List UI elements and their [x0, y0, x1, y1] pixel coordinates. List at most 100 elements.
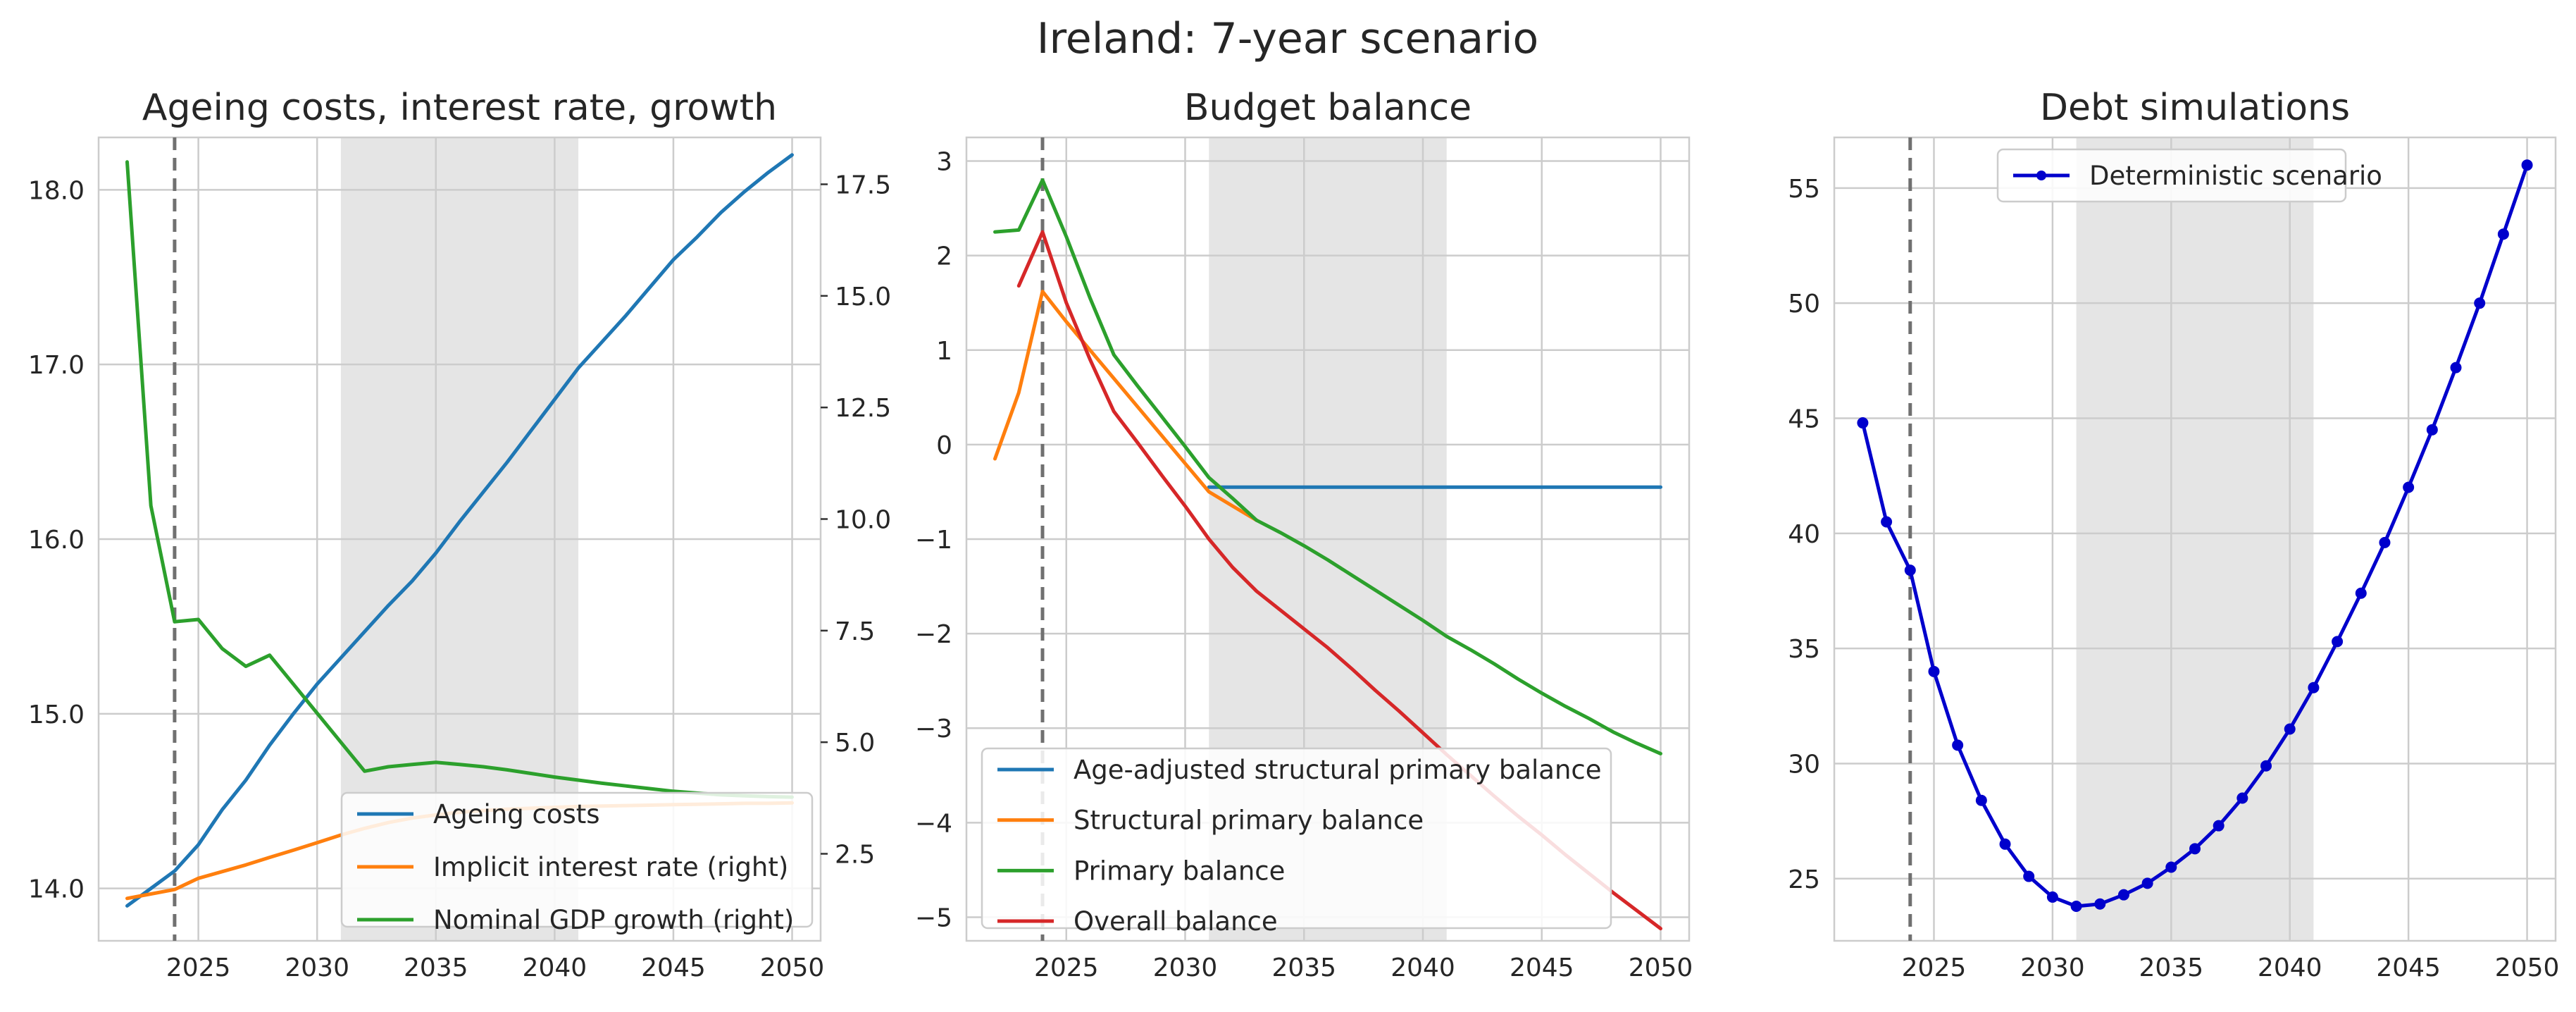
x-tick-label: 2045 — [2376, 954, 2441, 982]
y-tick-label: −2 — [915, 620, 952, 649]
x-tick-label: 2040 — [2258, 954, 2322, 982]
data-point — [2094, 898, 2106, 910]
y-tick-label: −3 — [915, 715, 952, 743]
legend-box — [981, 747, 1612, 930]
data-point — [2450, 362, 2462, 374]
ageing-costs-panel: 2025 2030 2035 2040 2045 2050 14.0 15.0 16.0 17.0… — [28, 87, 891, 982]
x-tick-label: 2050 — [1629, 954, 1693, 982]
x-tick-label: 2030 — [1153, 954, 1218, 982]
legend-label: Implicit interest rate (right) — [433, 852, 788, 882]
series-line-ageing-costs — [125, 153, 794, 908]
data-point — [2070, 901, 2082, 913]
x-tick-label: 2035 — [1271, 954, 1336, 982]
x-tick-label: 2050 — [760, 954, 825, 982]
data-point — [2521, 159, 2533, 171]
x-tick-label: 2040 — [1390, 954, 1455, 982]
y-tick-label: 3 — [936, 148, 952, 177]
x-tick-label: 2025 — [166, 954, 231, 982]
data-point — [1975, 794, 1987, 806]
legend-marker — [2036, 171, 2046, 180]
legend-label: Nominal GDP growth (right) — [433, 905, 794, 935]
y-tick-label: 1 — [936, 337, 952, 366]
data-point — [2236, 792, 2248, 804]
y-right-tick-label: 7.5 — [835, 617, 875, 646]
x-tick-label: 2035 — [2139, 954, 2204, 982]
x-tick-label: 2045 — [1510, 954, 1574, 982]
y-right-tick-label: 15.0 — [835, 283, 891, 311]
figure-title: Ireland: 7-year scenario — [1037, 14, 1539, 63]
axes-frame — [965, 136, 1691, 942]
data-point — [2403, 481, 2415, 493]
data-point — [2046, 891, 2058, 903]
y-tick-label: 55 — [1788, 175, 1820, 204]
y-tick-label: 18.0 — [28, 176, 85, 205]
y-tick-label: 35 — [1788, 635, 1820, 664]
data-point — [1999, 838, 2011, 850]
y-tick-label: 16.0 — [28, 526, 85, 555]
legend-label: Structural primary balance — [1074, 806, 1424, 836]
legend-label: Overall balance — [1074, 906, 1278, 937]
data-point — [2474, 297, 2486, 309]
legend-box — [340, 791, 814, 928]
panel-title: Debt simulations — [2040, 87, 2350, 129]
y-tick-label: 50 — [1788, 290, 1820, 319]
panel-title: Budget balance — [1184, 87, 1471, 129]
y-tick-label: −5 — [915, 903, 952, 932]
y-right-tick-label: 17.5 — [835, 171, 891, 200]
data-point — [2284, 723, 2296, 735]
series-line-structural-primary-balance — [993, 290, 1259, 522]
x-tick-label: 2030 — [285, 954, 349, 982]
y-tick-label: 45 — [1788, 405, 1820, 434]
legend-label: Age-adjusted structural primary balance — [1074, 755, 1602, 785]
data-point — [2379, 536, 2391, 548]
y-tick-label: 25 — [1788, 865, 1820, 894]
data-point — [1904, 564, 1916, 576]
axes-frame — [97, 136, 822, 942]
data-point — [1928, 665, 1940, 677]
data-point — [2213, 820, 2225, 832]
y-tick-label: −4 — [915, 809, 952, 838]
legend: Ageing costs Implicit interest rate (righ… — [340, 791, 814, 935]
x-tick-label: 2025 — [1034, 954, 1099, 982]
y-tick-label: 40 — [1788, 520, 1820, 549]
shaded-region — [2076, 137, 2314, 941]
y-right-tick-label: 2.5 — [835, 841, 875, 870]
y-tick-label: 15.0 — [28, 701, 85, 729]
budget-balance-panel: 2025 2030 2035 2040 2045 2050 −5 −4 −3 −2 −1 0 1 2 3 Bu… — [915, 87, 1693, 982]
legend: Age-adjusted structural primary balance S… — [981, 747, 1612, 937]
data-point — [2117, 889, 2129, 901]
data-point — [1952, 739, 1964, 751]
legend-label: Primary balance — [1074, 856, 1285, 886]
y-tick-label: 0 — [936, 431, 952, 460]
y-right-tick-label: 10.0 — [835, 506, 891, 535]
x-tick-label: 2040 — [523, 954, 587, 982]
y-right-tick-label: 5.0 — [835, 729, 875, 758]
data-point — [2023, 870, 2035, 882]
x-tick-label: 2030 — [2020, 954, 2085, 982]
legend-label: Ageing costs — [433, 799, 600, 829]
legend: Deterministic scenario — [1996, 148, 2382, 203]
data-point — [2308, 681, 2320, 693]
series-line-primary-balance — [993, 178, 1662, 755]
debt-simulations-panel: 2025 2030 2035 2040 2045 2050 25 30 35 40 45 50 55 De… — [1788, 87, 2559, 982]
data-point — [2426, 424, 2438, 436]
data-point — [2497, 228, 2509, 240]
x-tick-label: 2050 — [2495, 954, 2560, 982]
y-tick-label: 14.0 — [28, 875, 85, 904]
data-point — [2355, 587, 2367, 599]
y-tick-label: 2 — [936, 242, 952, 271]
data-point — [2165, 861, 2177, 873]
y-tick-label: 30 — [1788, 750, 1820, 779]
data-point — [2260, 760, 2272, 772]
x-tick-label: 2025 — [1902, 954, 1967, 982]
x-tick-label: 2035 — [404, 954, 468, 982]
y-tick-label: 17.0 — [28, 351, 85, 380]
legend-box — [1996, 148, 2347, 203]
axes-frame — [1833, 136, 2557, 942]
series-line-nominal-gdp-growth-right — [125, 160, 794, 799]
data-point — [1857, 417, 1869, 429]
data-point — [2189, 843, 2201, 855]
x-tick-label: 2045 — [641, 954, 706, 982]
legend-label: Deterministic scenario — [2089, 161, 2382, 191]
